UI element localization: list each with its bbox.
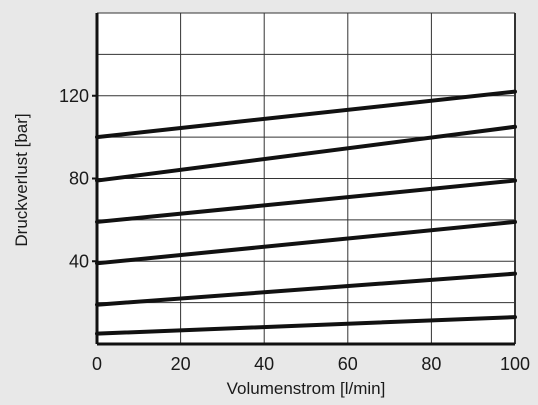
x-tick-labels: 0 20 40 60 80 100 (92, 354, 530, 374)
series-line-1 (95, 124, 517, 183)
series-line-0 (95, 89, 517, 140)
x-tick-label-4: 80 (421, 354, 441, 374)
y-tick-label-0: 40 (69, 251, 89, 271)
series-line-3 (95, 219, 517, 266)
series-line-4 (95, 271, 517, 307)
y-tick-label-1: 80 (69, 169, 89, 189)
y-tick-labels: 40 80 120 (59, 86, 97, 271)
x-tick-label-0: 0 (92, 354, 102, 374)
y-axis-label: Druckverlust [bar] (12, 113, 31, 246)
series-lines (95, 89, 517, 336)
x-tick-label-1: 20 (171, 354, 191, 374)
series-line-5 (95, 315, 517, 336)
x-tick-label-5: 100 (500, 354, 530, 374)
x-tick-label-2: 40 (254, 354, 274, 374)
y-tick-label-2: 120 (59, 86, 89, 106)
x-axis-label: Volumenstrom [l/min] (227, 379, 386, 398)
series-line-2 (95, 178, 517, 224)
x-tick-label-3: 60 (338, 354, 358, 374)
